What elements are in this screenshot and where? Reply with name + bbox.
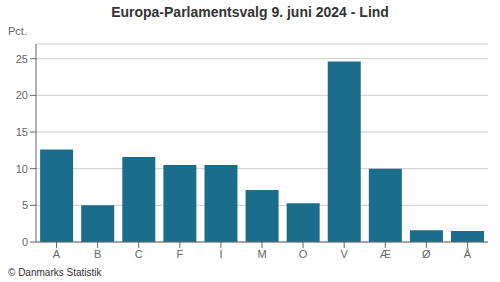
svg-text:0: 0 [22,236,28,248]
svg-text:Å: Å [464,248,472,260]
svg-text:C: C [135,248,143,260]
svg-text:B: B [94,248,101,260]
svg-text:5: 5 [22,199,28,211]
svg-text:Æ: Æ [380,248,391,260]
svg-text:M: M [257,248,266,260]
svg-text:V: V [341,248,349,260]
svg-text:15: 15 [16,126,28,138]
svg-text:F: F [176,248,183,260]
svg-text:A: A [53,248,61,260]
svg-text:20: 20 [16,89,28,101]
svg-text:25: 25 [16,53,28,65]
svg-text:I: I [219,248,222,260]
svg-text:Ø: Ø [422,248,431,260]
html-text:© Danmarks Statistik: © Danmarks Statistik [8,267,102,278]
svg-text:O: O [299,248,308,260]
html-text:Pct.: Pct. [8,25,27,37]
html-text:Europa-Parlamentsvalg 9. juni: Europa-Parlamentsvalg 9. juni 2024 - Lin… [111,4,389,20]
svg-text:10: 10 [16,163,28,175]
